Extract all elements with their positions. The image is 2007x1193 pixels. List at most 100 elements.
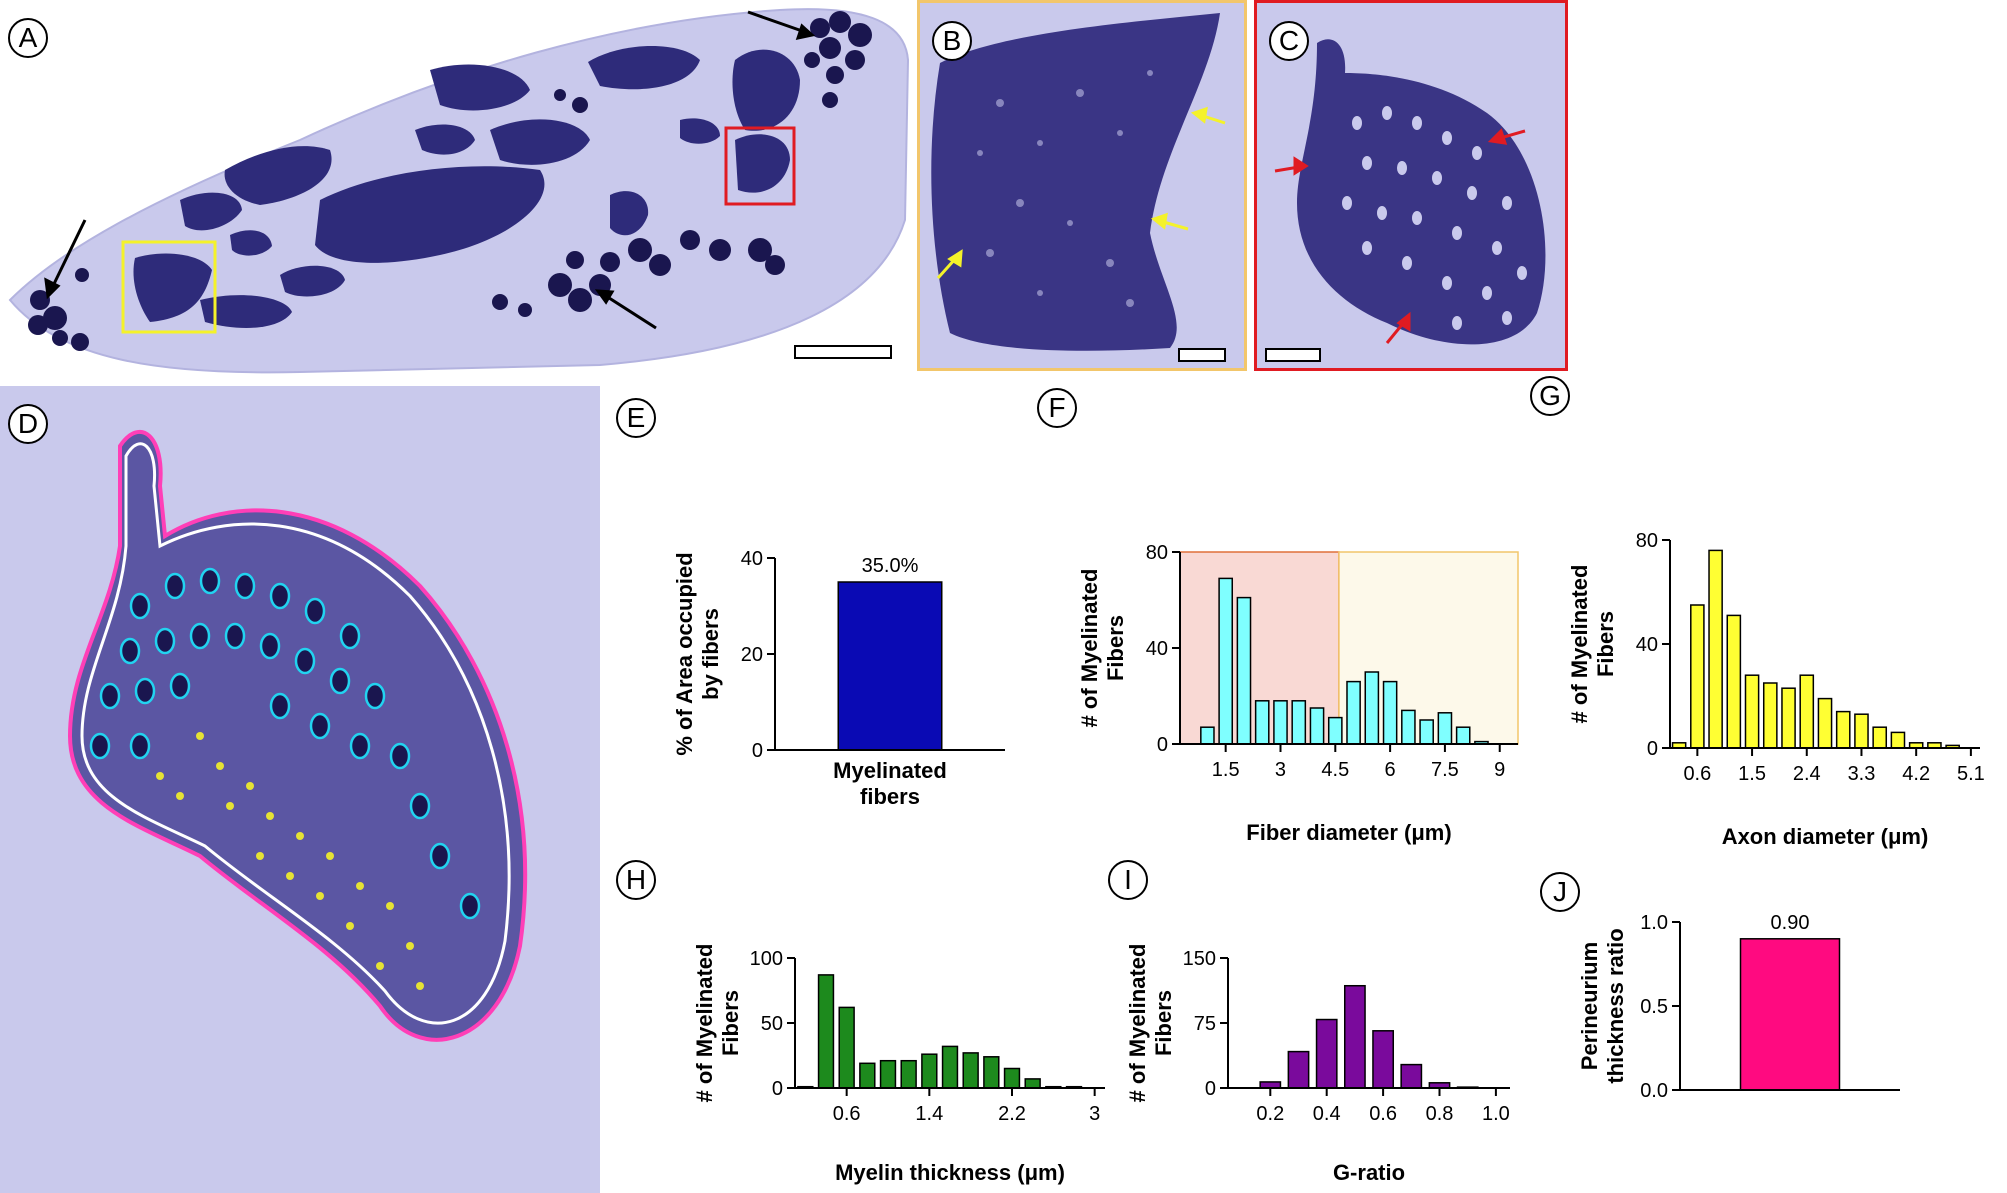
J-data-label: 0.90 xyxy=(1771,912,1810,934)
G-histogram-bar xyxy=(1854,713,1869,749)
panel-label-i: I xyxy=(1108,860,1148,900)
F-x-tick-label: 7.5 xyxy=(1431,759,1459,781)
F-y-tick-label: 0 xyxy=(1157,734,1168,756)
I-histogram-bar xyxy=(1315,1018,1338,1089)
inner-perineurium xyxy=(80,442,511,1025)
F-histogram-bar xyxy=(1419,719,1434,745)
G-x-tick-label: 1.5 xyxy=(1738,763,1766,785)
H-histogram-bar xyxy=(900,1059,917,1089)
panel-c-image xyxy=(1274,39,1546,345)
panel-d-image xyxy=(67,430,528,1042)
panel-label-c: C xyxy=(1269,21,1309,61)
G-histogram-bar xyxy=(1708,549,1723,749)
H-histogram-bar xyxy=(983,1056,1000,1089)
I-x-axis-title: G-ratio xyxy=(1333,1160,1405,1185)
J-y-tick-label: 0.0 xyxy=(1640,1080,1668,1102)
H-histogram-bar xyxy=(941,1045,959,1089)
fascicle xyxy=(732,49,800,131)
H-histogram-bar xyxy=(1003,1067,1021,1089)
H-histogram-bar xyxy=(1024,1078,1041,1089)
J-bar xyxy=(1739,938,1841,1091)
F-histogram-bar xyxy=(1327,716,1343,745)
F-histogram-bar xyxy=(1437,712,1453,745)
panel-b-micrograph: B xyxy=(917,0,1247,371)
H-y-tick-label: 100 xyxy=(750,948,783,970)
fascicle-b xyxy=(931,13,1220,351)
H-x-tick-label: 3 xyxy=(1089,1103,1100,1125)
G-y-axis-title: Fibers xyxy=(1593,611,1618,677)
G-histogram-bar xyxy=(1726,614,1742,749)
G-y-tick-label: 40 xyxy=(1636,634,1658,656)
F-x-tick-label: 6 xyxy=(1385,759,1396,781)
E-y-tick-label: 20 xyxy=(741,644,763,666)
panel-label-d: D xyxy=(8,404,48,444)
fascicle xyxy=(280,265,345,297)
I-histogram-bar xyxy=(1372,1030,1395,1089)
scale-bar-c xyxy=(1265,348,1321,362)
panel-label-j: J xyxy=(1540,872,1580,912)
G-histogram-bar xyxy=(1817,697,1833,749)
G-histogram-bar xyxy=(1744,674,1760,749)
H-x-axis-title: Myelin thickness (μm) xyxy=(835,1160,1065,1185)
panel-label-g: G xyxy=(1530,376,1570,416)
F-histogram-bar xyxy=(1236,596,1252,745)
fascicle xyxy=(610,191,649,236)
F-x-tick-label: 1.5 xyxy=(1212,759,1240,781)
H-histogram-bar xyxy=(838,1006,855,1089)
F-histogram-bar xyxy=(1382,680,1398,745)
F-histogram-bar xyxy=(1254,700,1270,745)
F-histogram-bar xyxy=(1455,726,1471,745)
segmented-fibers xyxy=(89,567,481,920)
F-x-axis-title: Fiber diameter (μm) xyxy=(1246,820,1451,845)
small-fibers xyxy=(156,732,424,990)
F-x-tick-label: 4.5 xyxy=(1321,759,1349,781)
axon-texture xyxy=(977,70,1153,307)
F-histogram-bar xyxy=(1346,680,1361,745)
G-histogram-bar xyxy=(1690,604,1705,749)
F-histogram-bar xyxy=(1401,709,1416,745)
red-roi-box xyxy=(724,126,796,206)
H-y-tick-label: 50 xyxy=(761,1013,783,1035)
H-x-tick-label: 2.2 xyxy=(998,1103,1026,1125)
E-y-tick-label: 0 xyxy=(752,740,763,762)
F-y-axis-title: Fibers xyxy=(1103,615,1128,681)
J-y-tick-label: 0.5 xyxy=(1640,996,1668,1018)
red-arrows xyxy=(1274,128,1526,344)
F-x-tick-label: 3 xyxy=(1275,759,1286,781)
F-y-tick-label: 40 xyxy=(1146,638,1168,660)
panel-label-h: H xyxy=(616,860,656,900)
F-histogram-bar xyxy=(1200,726,1215,745)
I-histogram-bar xyxy=(1400,1063,1423,1089)
H-histogram-bar xyxy=(879,1059,897,1089)
myelinated-fibers-c xyxy=(1342,106,1527,330)
fascicle xyxy=(588,45,700,90)
I-x-tick-label: 0.4 xyxy=(1313,1103,1341,1125)
panel-b-image xyxy=(931,13,1226,351)
panel-label-f: F xyxy=(1037,388,1077,428)
G-x-tick-label: 3.3 xyxy=(1848,763,1876,785)
F-x-tick-label: 9 xyxy=(1494,759,1505,781)
fascicle xyxy=(315,166,545,263)
E-y-axis-title: by fibers xyxy=(698,608,723,700)
fascicle xyxy=(415,124,475,155)
G-histogram-bar xyxy=(1799,674,1815,749)
E-data-label: 35.0% xyxy=(862,555,919,577)
F-histogram-bar xyxy=(1364,671,1380,745)
I-y-axis-title: Fibers xyxy=(1151,990,1176,1056)
panel-label-b: B xyxy=(932,21,972,61)
I-histogram-bar xyxy=(1343,984,1366,1089)
scale-bar-b xyxy=(1178,348,1226,362)
black-arrows xyxy=(44,10,816,330)
H-histogram-bar xyxy=(962,1052,979,1089)
G-histogram-bar xyxy=(1890,731,1906,749)
J-y-axis-title: Perineurium xyxy=(1577,942,1602,1070)
panel-a-micrograph: A xyxy=(0,0,910,376)
fascicle xyxy=(224,146,332,205)
J-y-tick-label: 1.0 xyxy=(1640,912,1668,934)
panel-a-image xyxy=(8,8,910,374)
J-y-axis-title: thickness ratio xyxy=(1603,928,1628,1083)
fascicle xyxy=(230,230,272,256)
fascicle xyxy=(133,253,212,322)
F-histogram-bar xyxy=(1218,577,1234,745)
